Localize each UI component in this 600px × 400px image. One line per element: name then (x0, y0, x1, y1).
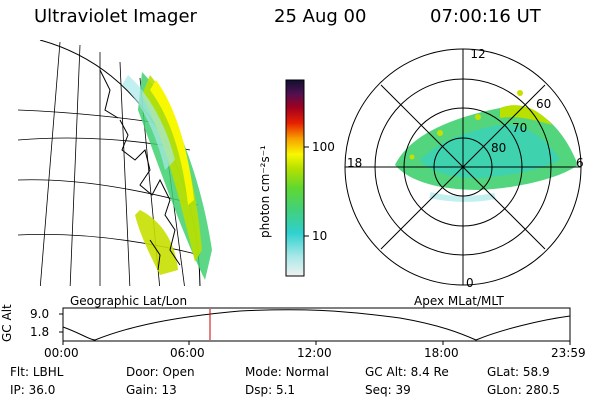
polar-plot (344, 48, 582, 286)
info-dsp: Dsp: 5.1 (245, 383, 296, 397)
mlt-label-0: 0 (466, 276, 474, 290)
time-label: 07:00:16 UT (430, 6, 541, 27)
mlt-label-6: 6 (576, 156, 584, 170)
mlt-label-18: 18 (347, 156, 363, 170)
date-label: 25 Aug 00 (274, 6, 367, 27)
colorbar-tick-100: 100 (312, 140, 335, 154)
info-door: Door: Open (126, 365, 195, 379)
colorbar-tick-10: 10 (312, 229, 328, 243)
info-gc-alt: GC Alt: 8.4 Re (365, 365, 449, 379)
info-seq: Seq: 39 (365, 383, 411, 397)
lat-label-60: 60 (536, 97, 552, 111)
altitude-xtick: 12:00 (297, 346, 332, 360)
info-mode: Mode: Normal (245, 365, 329, 379)
instrument-title: Ultraviolet Imager (34, 6, 197, 27)
altitude-xtick: 00:00 (44, 346, 79, 360)
altitude-ylabel: GC Alt (0, 304, 14, 342)
altitude-xtick: 23:59 (551, 346, 586, 360)
altitude-ytick-high: 9.0 (30, 307, 50, 321)
info-glon: GLon: 280.5 (487, 383, 560, 397)
altitude-ytick-low: 1.8 (30, 325, 50, 339)
lat-label-80: 80 (491, 141, 507, 155)
altitude-xtick: 06:00 (170, 346, 205, 360)
info-ip: IP: 36.0 (10, 383, 56, 397)
colorbar-unit-label: photon cm⁻²s⁻¹ (258, 145, 272, 238)
colorbar-scale (285, 79, 305, 277)
lat-label-70: 70 (512, 121, 528, 135)
altitude-xtick: 18:00 (424, 346, 459, 360)
polar-caption: Apex MLat/MLT (414, 294, 504, 308)
info-flt: Flt: LBHL (10, 365, 64, 379)
geographic-map (18, 40, 212, 286)
mlt-label-12: 12 (470, 47, 486, 61)
info-gain: Gain: 13 (126, 383, 177, 397)
geographic-caption: Geographic Lat/Lon (70, 294, 188, 308)
altitude-plot (59, 307, 571, 345)
info-glat: GLat: 58.9 (487, 365, 550, 379)
